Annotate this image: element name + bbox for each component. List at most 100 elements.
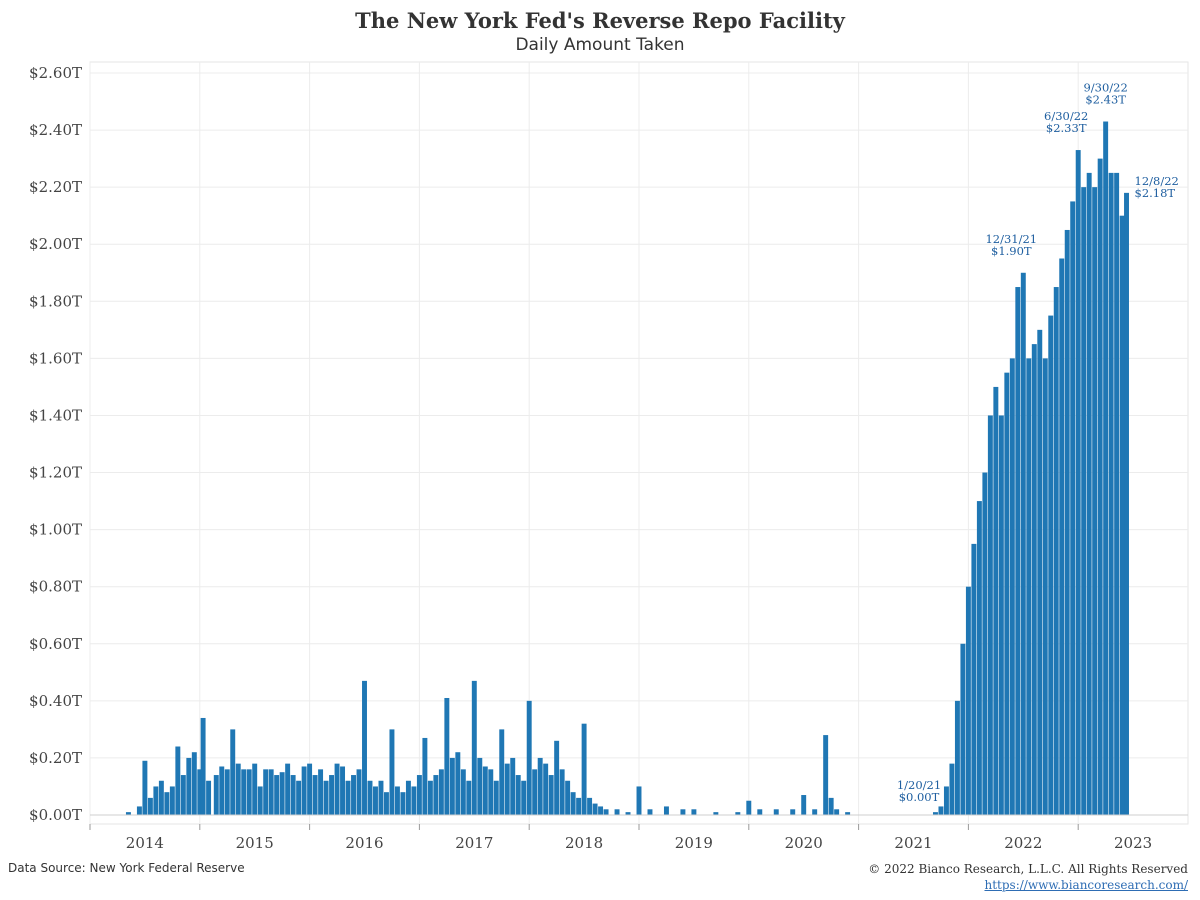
data-bar (422, 737, 428, 815)
data-bar (960, 643, 966, 815)
data-bar (757, 809, 763, 815)
data-bar (147, 797, 153, 815)
data-bar (976, 501, 982, 815)
annotation-value: $0.00T (899, 790, 940, 804)
annotation-date: 1/20/21 (897, 778, 941, 792)
data-bar (943, 786, 949, 815)
y-tick-label: $2.60T (29, 64, 82, 82)
data-bar (576, 797, 582, 815)
x-tick-label: 2014 (126, 834, 164, 852)
data-bar (1075, 150, 1081, 816)
data-bar (592, 803, 598, 815)
data-bar (982, 472, 988, 815)
data-bar (1053, 287, 1059, 815)
data-bar (993, 386, 999, 815)
data-bar (169, 786, 175, 815)
y-tick-label: $2.00T (29, 235, 82, 253)
data-bar (444, 697, 450, 815)
x-tick-label: 2017 (455, 834, 493, 852)
data-bar (142, 760, 148, 815)
data-bar (362, 680, 367, 815)
data-bar (565, 780, 571, 815)
data-bar (1108, 172, 1114, 815)
x-tick-label: 2023 (1114, 834, 1152, 852)
data-bar (554, 740, 560, 815)
data-bar (345, 780, 351, 815)
data-bar (477, 757, 483, 815)
data-bar (125, 812, 131, 815)
data-bar (471, 680, 477, 815)
data-bar (1059, 258, 1065, 815)
data-bar (663, 806, 669, 815)
data-bar (241, 769, 247, 815)
data-bar (175, 746, 181, 815)
data-bar (965, 586, 971, 815)
footer-credits: © 2022 Bianco Research, L.L.C. All Right… (868, 861, 1188, 893)
data-bar (252, 763, 258, 815)
data-bar (1031, 344, 1037, 815)
x-tick-label: 2015 (236, 834, 274, 852)
data-bar (246, 769, 252, 815)
website-link[interactable]: https://www.biancoresearch.com/ (984, 878, 1188, 892)
data-bar (1026, 358, 1032, 815)
x-tick-label: 2022 (1004, 834, 1042, 852)
y-tick-label: $0.80T (29, 578, 82, 596)
y-tick-label: $1.00T (29, 521, 82, 539)
data-bar (285, 763, 291, 815)
data-bar (691, 809, 697, 815)
data-bar (526, 700, 532, 815)
data-bar (812, 809, 818, 815)
data-bar (329, 775, 335, 815)
annotation-date: 12/31/21 (985, 232, 1037, 246)
data-bar (1086, 172, 1092, 815)
data-bar (378, 780, 384, 815)
y-tick-label: $0.00T (29, 806, 82, 824)
data-bar (971, 543, 977, 815)
data-bar (614, 809, 620, 815)
data-bar (998, 415, 1004, 815)
data-bar (383, 792, 389, 815)
data-bar (191, 752, 197, 815)
data-source-note: Data Source: New York Federal Reserve (8, 861, 245, 875)
data-bar (845, 812, 851, 815)
annotation-date: 9/30/22 (1083, 81, 1127, 95)
annotation-value: $2.33T (1046, 121, 1087, 135)
data-bar (773, 809, 779, 815)
copyright-text: © 2022 Bianco Research, L.L.C. All Right… (868, 862, 1188, 876)
data-bar (279, 772, 285, 815)
data-bar (828, 797, 834, 815)
data-bar (949, 763, 955, 815)
data-bar (636, 786, 642, 815)
data-bar (515, 775, 521, 815)
annotation-date: 6/30/22 (1044, 109, 1088, 123)
data-bar (323, 780, 329, 815)
data-bar (532, 769, 538, 815)
data-bar (1070, 201, 1076, 815)
data-bar (521, 780, 527, 815)
data-bar (373, 786, 378, 815)
y-tick-label: $0.20T (29, 749, 82, 767)
data-bar (334, 763, 340, 815)
data-bar (801, 795, 807, 815)
data-bar (340, 766, 346, 815)
data-bar (186, 757, 192, 815)
annotation-value: $2.18T (1135, 186, 1176, 200)
data-bar (713, 812, 719, 815)
data-bar (213, 775, 219, 815)
data-bar (488, 769, 494, 815)
data-bar (1064, 229, 1070, 815)
data-bar (136, 806, 142, 815)
y-tick-label: $2.20T (29, 178, 82, 196)
data-bar (587, 797, 593, 815)
data-bar (158, 780, 164, 815)
data-bar (746, 800, 752, 815)
data-bar (351, 775, 356, 815)
data-bar (180, 775, 186, 815)
y-tick-label: $1.60T (29, 349, 82, 367)
annotation-value: $1.90T (991, 244, 1032, 258)
data-bar (466, 780, 472, 815)
data-bar (1037, 329, 1043, 815)
data-bar (834, 809, 840, 815)
data-bar (1097, 158, 1103, 816)
